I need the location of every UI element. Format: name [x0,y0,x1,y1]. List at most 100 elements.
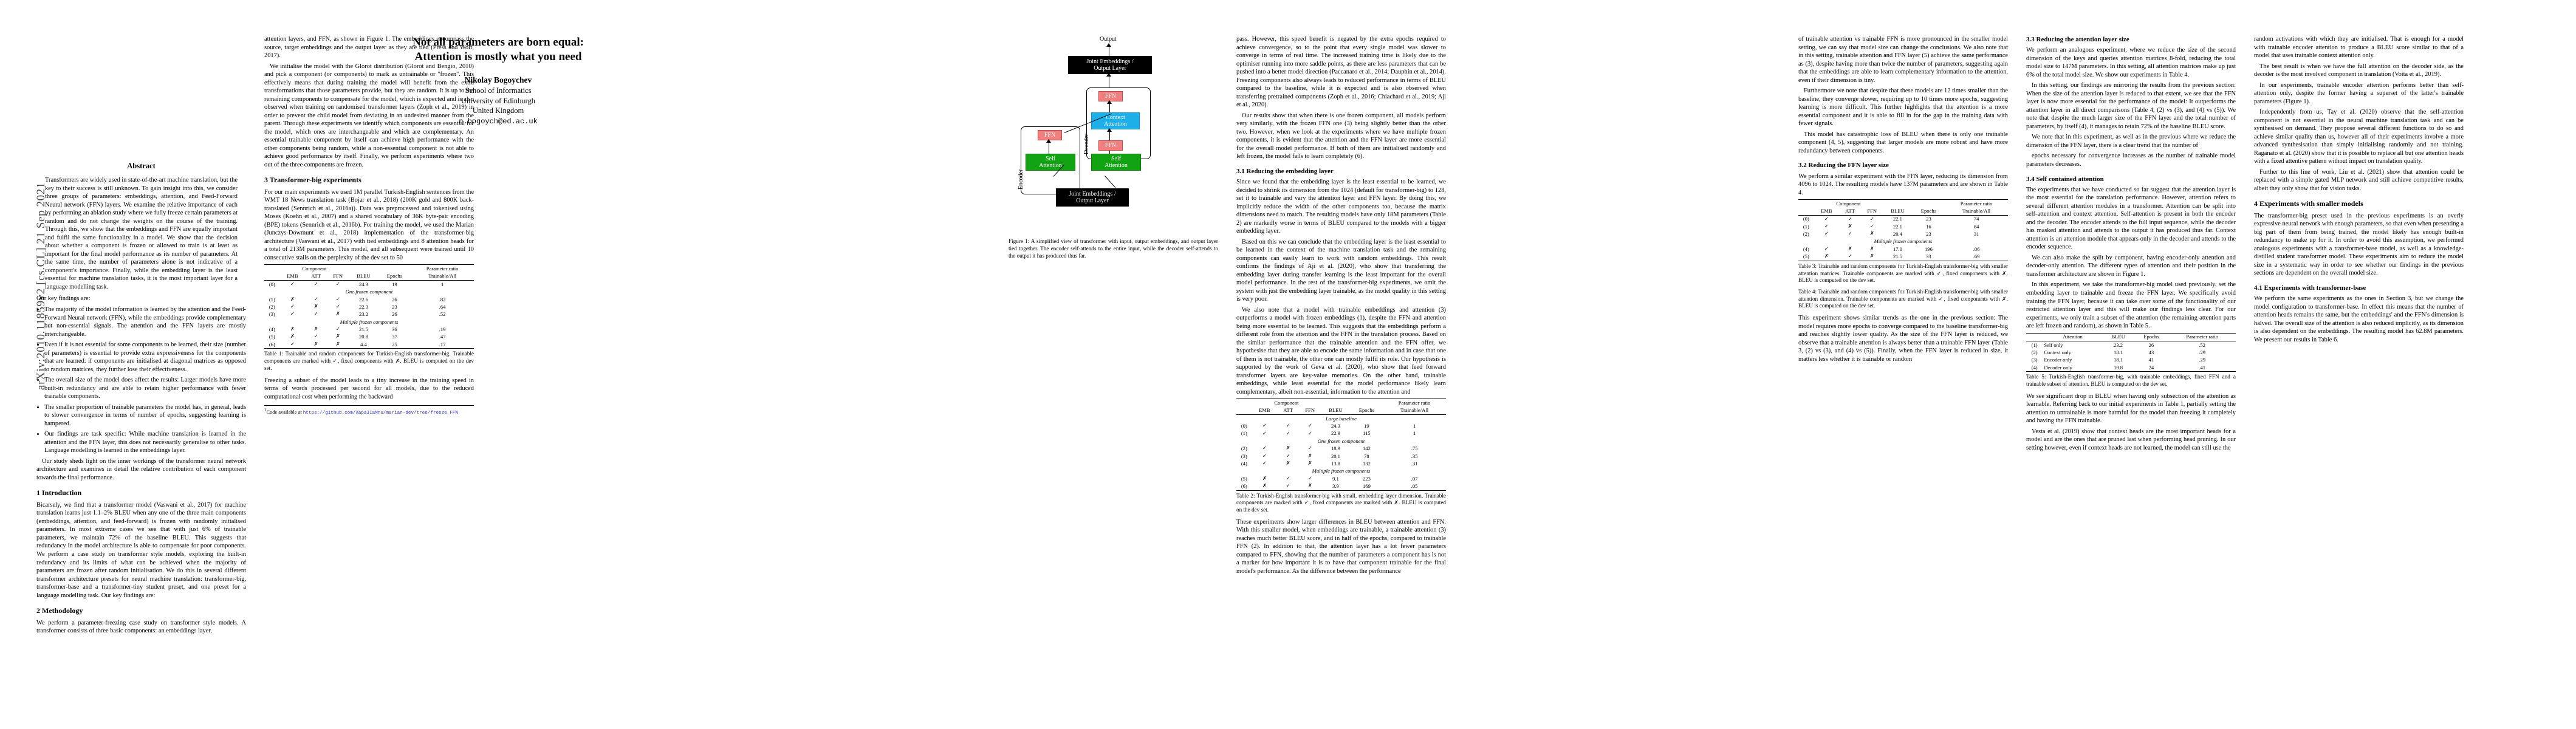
table-cell-ratio: .29 [2199,349,2206,355]
table-cell-ffn: ✓ [335,326,340,332]
col3-sec31-paragraph-2: These experiments show larger difference… [1236,518,1446,575]
joint-embeddings-output-top: Joint Embeddings / Output Layer [1068,56,1152,74]
section-heading-reducing-attention: 3.3 Reducing the attention layer size [2026,36,2129,43]
table-row: (2) ✓ ✓ ✗ 20.4 23 31 [1798,231,2008,238]
table-cell-bleu: 21.5 [1883,253,1913,261]
table-cell-ratio: .05 [1383,482,1446,491]
section-heading-reducing-ffn: 3.2 Reducing the FFN layer size [1798,162,1889,169]
table-cell-emb: ✓ [1262,460,1267,467]
col-emb: EMB [1814,207,1840,216]
table-cell-bleu: 4.4 [349,341,379,349]
section-heading-smaller-models: 4 Experiments with smaller models [2254,199,2363,208]
col3-paragraph-1: pass. However, this speed benefit is neg… [1236,36,1446,109]
table-cell-ep: 25 [378,341,411,349]
table-group-header-paramratio: Parameter ratio [1383,399,1446,407]
section-heading-transformer-base: 4.1 Experiments with transformer-base [2254,284,2366,292]
list-item: Our findings are task specific: While ma… [44,430,246,455]
table-cell-ffn: ✓ [1869,216,1874,222]
table-row: (2) ✓ ✗ ✓ 18.9 142 .75 [1236,445,1446,453]
table-cell-id: (1) [1241,430,1247,437]
table-cell-att: ✓ [313,281,318,287]
table-cell-emb: ✓ [279,341,306,349]
table-cell-ratio: 31 [1973,231,1979,238]
table-cell-lbl: Decoder only [2043,364,2103,372]
table-cell-ep: 41 [2148,357,2154,363]
table-cell-id: (3) [269,311,275,318]
table-cell-att: ✓ [1286,423,1290,429]
table-cell-lbl: Context only [2044,349,2071,355]
table-cell-att: ✗ [305,341,327,349]
table-row: (4) Decoder only 19.8 24.41 [2026,364,2236,372]
table-cell-id: (1) [269,296,275,303]
col-epochs: Epochs [1350,406,1383,416]
table-row: (5) ✗ ✓ ✗ 21.5 33.69 [1798,253,2008,261]
table-cell-bleu: 19.8 [2102,364,2134,372]
col2-paragraph-1: attention layers, and FFN, as shown in F… [264,36,474,60]
table-cell-id: (2) [1803,231,1809,238]
table-cell-emb: ✗ [290,296,295,302]
col-bleu: BLEU [349,272,379,281]
table-cell-lbl: Self only [2043,340,2103,349]
results-table-5-body: (1) Self only 23.2 26.52 (2) Context only 18.1… [2026,340,2236,372]
table-cell-ep: 36 [392,326,397,332]
sheet-middle: Output Joint Embeddings / Output Layer D… [1009,0,1780,729]
table-cell-bleu: 24.3 [1331,423,1340,430]
table-cell-emb: ✗ [1252,482,1278,491]
table-3-caption: Table 3: Trainable and random components… [1798,262,2008,284]
table-cell-emb: ✗ [1814,253,1840,261]
results-table-5: Attention BLEU Epochs Parameter ratio (1) Se… [2026,332,2236,372]
col4-sec32-paragraph-2: This experiment shows similar trends as … [1798,315,2008,363]
table-cell-ffn: ✗ [1299,482,1321,491]
results-table-1-body: (0) ✓ ✓ ✓ 24.3 19 1 One frozen component (1) ✗ ✓ ✓ 2… [264,281,474,349]
table-cell-ratio: 1 [1413,423,1416,430]
figure-column: Output Joint Embeddings / Output Layer D… [1009,35,1218,264]
col-emb: EMB [279,272,306,281]
table-cell-ratio: .47 [439,334,446,340]
sheet-right: of trainable attention vs trainable FFN … [1798,0,2558,729]
table-cell-id: (4) [1241,460,1247,467]
table-cell-ratio: 74 [1973,216,1979,222]
table-row: (3) ✓ ✓ ✗ 20.1 78 .35 [1236,453,1446,460]
table-cell-emb: ✓ [1824,223,1829,229]
section-heading-methodology: 2 Methodology [36,606,83,615]
col6-paragraph-4: Independently from us, Tay et al. (2020)… [2254,109,2464,165]
embed-to-decoder-link [1105,175,1116,188]
table-row: (4) ✓ ✗ ✗ 13.8 132 .31 [1236,460,1446,467]
col4-paragraph-3: This model has catastrophic loss of BLEU… [1798,131,2008,154]
col5-paragraph-1: epochs necessary for convergence increas… [2026,152,2236,168]
affiliation-country: United Kingdom [472,106,524,115]
encoder-label: Encoder [1018,169,1024,190]
table-1-caption: Table 1: Trainable and random components… [264,351,474,371]
arrow-head [1106,73,1111,77]
list-item: The majority of the model information is… [44,306,246,338]
results-table-3-body: (0) ✓ ✓ ✓ 22.1 23 74 (1) ✓ ✗ ✓ 22.1 16 84 (2) ✓ ✓ ✗ 20.4 23… [1798,215,2008,261]
table-cell-att: ✗ [1286,445,1290,451]
table-row: (5) ✗ ✓ ✓ 9.1 223 .07 [1236,475,1446,482]
table-cell-att: ✓ [1839,253,1862,261]
table-cell-bleu: 18.1 [2114,357,2123,363]
table-cell-bleu: 13.8 [1331,460,1340,467]
author-email: n.bogoych@ed.ac.uk [459,117,538,126]
table-cell-emb: ✗ [290,334,295,340]
footnote-1: 1Code available at https://github.com/Xa… [264,405,474,417]
table-row: (4) ✗ ✗ ✓ 21.5 36 .19 [264,326,474,333]
transformer-architecture-diagram: Output Joint Embeddings / Output Layer D… [1009,35,1218,236]
table-cell-bleu: 21.5 [358,326,368,332]
table-cell-id: (4) [269,326,275,332]
table-cell-ratio: .64 [439,303,446,310]
table-cell-att: ✓ [1286,475,1290,481]
col6-sec4-paragraph: The transformer-big preset used in the p… [2254,212,2464,277]
col4-paragraph-1: of trainable attention vs trainable FFN … [1798,36,2008,84]
arrow-head [1107,100,1112,104]
table-4-caption: Table 4: Trainable and random components… [1798,289,2008,309]
table-cell-emb: ✓ [1262,423,1267,429]
table-row: (3) ✓ ✓ ✗ 23.2 26 .52 [264,311,474,318]
footnote-url[interactable]: https://github.com/XapaJIaMnu/marian-dev… [303,410,458,416]
col5-sec34-paragraph-4: We see significant drop in BLEU when hav… [2026,392,2236,425]
col2-sec3-paragraph: For our main experiments we used 1M para… [264,188,474,261]
table-cell-att: ✗ [313,304,318,309]
table-cell-ep: 19 [1364,423,1369,430]
table-row: (5) ✗ ✓ ✗ 20.8 37 .47 [264,334,474,341]
table-cell-ratio: .52 [439,311,446,318]
table-cell-ratio: .19 [439,326,446,332]
